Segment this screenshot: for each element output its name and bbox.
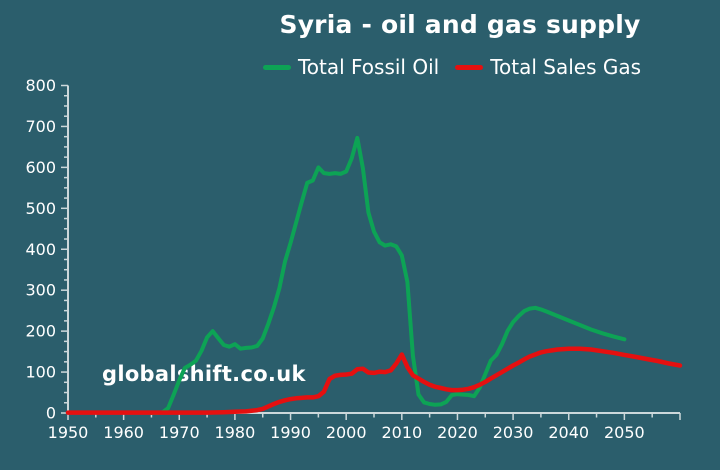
chart-title: Syria - oil and gas supply (279, 10, 641, 39)
sales-gas-line-swatch-icon (455, 64, 484, 70)
x-axis-tick-label: 1950 (48, 423, 89, 442)
x-axis-tick-label: 2030 (493, 423, 534, 442)
y-axis-tick-label: 700 (25, 117, 56, 136)
x-axis-tick-label: 2040 (548, 423, 589, 442)
chart-legend: Total Fossil Oil Total Sales Gas (192, 55, 712, 79)
y-axis-tick-label: 500 (25, 199, 56, 218)
x-axis-tick-label: 2020 (437, 423, 478, 442)
fossil-oil-line-swatch-icon (262, 64, 291, 70)
x-axis-tick-label: 2000 (326, 423, 367, 442)
watermark: globalshift.co.uk (102, 362, 306, 386)
x-axis-tick-label: 2010 (381, 423, 422, 442)
x-axis-tick-label: 1970 (159, 423, 200, 442)
series-line-total-fossil-oil (149, 135, 627, 415)
legend-label-total-fossil-oil: Total Fossil Oil (297, 55, 440, 79)
y-axis-tick-label: 600 (25, 158, 56, 177)
x-axis-tick-label: 2050 (604, 423, 645, 442)
x-axis-tick-label: 1980 (215, 423, 256, 442)
x-axis-tick-label: 1990 (270, 423, 311, 442)
y-axis-tick-label: 200 (25, 322, 56, 341)
y-axis-tick-label: 0 (46, 404, 56, 423)
y-axis-tick-label: 100 (25, 363, 56, 382)
y-axis-tick-label: 300 (25, 281, 56, 300)
y-axis-tick-label: 400 (25, 240, 56, 259)
series-line-total-sales-gas (65, 346, 683, 415)
legend-item-total-fossil-oil: Total Fossil Oil (262, 55, 440, 79)
legend-item-total-sales-gas: Total Sales Gas (455, 55, 641, 79)
x-axis-tick-label: 1960 (103, 423, 144, 442)
legend-label-total-sales-gas: Total Sales Gas (490, 55, 642, 79)
y-axis-tick-label: 800 (25, 76, 56, 95)
